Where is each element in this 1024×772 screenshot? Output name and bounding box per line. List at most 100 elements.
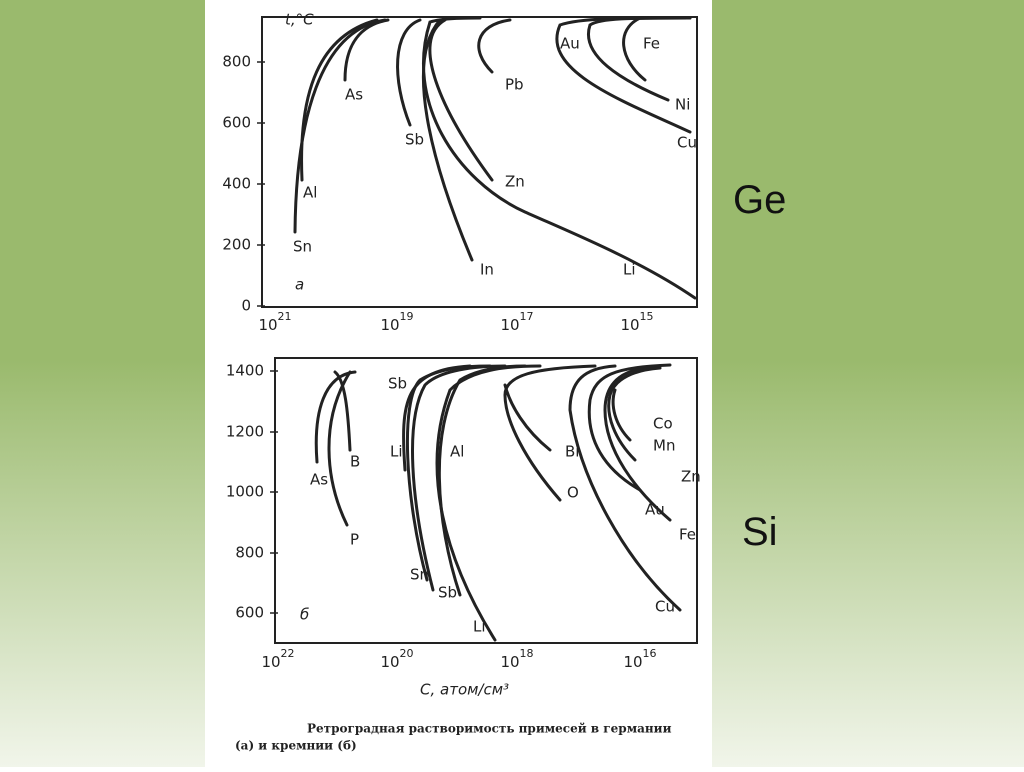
- curve-label: Bi: [565, 443, 579, 461]
- curve-label: Mn: [653, 437, 675, 455]
- curve-label: Li: [623, 261, 636, 279]
- curve-label: Sn: [293, 238, 312, 256]
- curve-label: Cu: [677, 134, 697, 152]
- curve-label: As: [345, 86, 363, 104]
- curve-label: O: [567, 484, 579, 502]
- curve: [405, 364, 492, 582]
- tick-base: 10: [623, 653, 642, 671]
- panel-label: б: [300, 606, 309, 624]
- curve-label: In: [480, 261, 494, 279]
- tick-exponent: 17: [520, 310, 534, 323]
- tick-exponent: 22: [281, 647, 295, 660]
- curve: [421, 18, 474, 262]
- y-tick-label: 200: [222, 236, 251, 254]
- material-label: Ge: [733, 178, 787, 222]
- curve: [568, 364, 682, 612]
- tick-base: 10: [620, 316, 639, 334]
- caption: (а) и кремнии (б): [235, 739, 357, 753]
- x-tick-label: 1019: [380, 310, 413, 334]
- tick-base: 10: [261, 653, 280, 671]
- x-tick-label: 1021: [258, 310, 291, 334]
- frame: [274, 357, 698, 644]
- tick-exponent: 20: [400, 647, 414, 660]
- x-tick-label: 1017: [500, 310, 533, 334]
- curve-label: Zn: [505, 173, 525, 191]
- curve: [611, 388, 632, 442]
- curve-label: Sb: [438, 584, 457, 602]
- curve: [503, 364, 597, 502]
- y-tick-label: 1400: [226, 362, 264, 380]
- x-tick-label: 1015: [620, 310, 653, 334]
- curve: [428, 18, 494, 182]
- curve-label: Sn: [410, 566, 429, 584]
- curve: [327, 370, 352, 527]
- curve: [396, 18, 422, 127]
- curve-label: Li: [390, 443, 403, 461]
- tick-exponent: 15: [640, 310, 654, 323]
- curve-label: Co: [653, 415, 673, 433]
- x-tick-label: 1018: [500, 647, 533, 671]
- curve-label: Zn: [681, 468, 701, 486]
- curve: [333, 370, 352, 452]
- curve-label: B: [350, 453, 360, 471]
- curve-label: Cu: [655, 598, 675, 616]
- tick-base: 10: [500, 653, 519, 671]
- tick-exponent: 18: [520, 647, 534, 660]
- curve-label: Au: [645, 501, 665, 519]
- panel-label: а: [295, 276, 304, 294]
- tick-base: 10: [258, 316, 277, 334]
- y-tick-label: 1000: [226, 483, 264, 501]
- y-tick-label: 0: [241, 297, 251, 315]
- curve: [622, 16, 647, 82]
- curves: [293, 16, 697, 300]
- curve: [503, 383, 552, 452]
- y-tick-label: 800: [235, 544, 264, 562]
- x-tick-label: 1016: [623, 647, 656, 671]
- y-tick-label: 800: [222, 53, 251, 71]
- curve-label: Li: [473, 618, 486, 636]
- curve-label: Fe: [643, 35, 660, 53]
- curve: [411, 364, 507, 592]
- y-tick-label: 600: [235, 604, 264, 622]
- tick-base: 10: [500, 316, 519, 334]
- curve-label: Al: [303, 184, 317, 202]
- curve: [293, 18, 387, 234]
- curve: [314, 370, 357, 464]
- curve-label: Au: [560, 35, 580, 53]
- y-tick-label: 1200: [226, 423, 264, 441]
- x-tick-label: 1022: [261, 647, 294, 671]
- caption: Ретроградная растворимость примесей в ге…: [307, 722, 672, 736]
- tick-base: 10: [380, 653, 399, 671]
- curve: [421, 16, 697, 300]
- curve-label: Fe: [679, 526, 696, 544]
- curve-label: Sb: [405, 131, 424, 149]
- curve-label: Al: [450, 443, 464, 461]
- curve: [477, 18, 512, 74]
- tick-exponent: 19: [400, 310, 414, 323]
- tick-base: 10: [380, 316, 399, 334]
- curve: [343, 18, 390, 82]
- tick-exponent: 16: [643, 647, 657, 660]
- tick-exponent: 21: [278, 310, 292, 323]
- curve-label: Sb: [388, 375, 407, 393]
- curve-label: Pb: [505, 76, 524, 94]
- scanned-figure: 800 600 400 200 0 1021 1019 1017 1015 Sn Al As Sb In Z…: [205, 0, 712, 767]
- curves: [314, 363, 682, 642]
- curve: [587, 363, 672, 492]
- curve: [607, 366, 662, 462]
- curve: [437, 364, 527, 597]
- material-label: Si: [742, 510, 778, 554]
- y-tick-label: 400: [222, 175, 251, 193]
- curve: [603, 364, 672, 522]
- x-tick-label: 1020: [380, 647, 413, 671]
- x-axis-label: C, атом/см³: [420, 681, 509, 699]
- curve-label: As: [310, 471, 328, 489]
- curve-label: Ni: [675, 96, 690, 114]
- curve: [587, 16, 692, 102]
- y-axis-label: t,°C: [285, 11, 314, 29]
- curve: [300, 18, 379, 182]
- y-tick-label: 600: [222, 114, 251, 132]
